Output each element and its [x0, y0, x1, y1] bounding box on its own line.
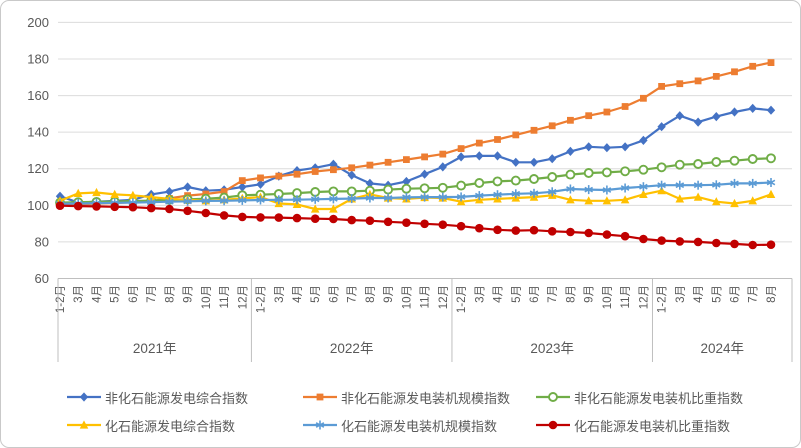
svg-text:4月: 4月 — [292, 285, 304, 303]
svg-text:2024年: 2024年 — [700, 341, 744, 356]
svg-text:10月: 10月 — [602, 285, 614, 309]
legend-label: 化石能源发电装机规模指数 — [341, 418, 498, 434]
legend-label: 非化石能源发电综合指数 — [105, 390, 249, 406]
svg-text:11月: 11月 — [420, 285, 432, 308]
svg-text:2023年: 2023年 — [530, 341, 574, 356]
svg-text:5月: 5月 — [110, 285, 122, 303]
svg-text:160: 160 — [27, 88, 49, 103]
svg-text:8月: 8月 — [565, 285, 577, 303]
svg-text:4月: 4月 — [493, 285, 505, 303]
series-4 — [55, 178, 776, 209]
svg-text:7月: 7月 — [347, 285, 359, 303]
svg-text:5月: 5月 — [310, 285, 322, 303]
svg-text:180: 180 — [27, 51, 49, 66]
gridlines — [58, 21, 792, 279]
svg-text:5月: 5月 — [711, 285, 723, 303]
legend-item-fossil-composite: 化石能源发电综合指数 — [67, 416, 235, 434]
legend-row-1: 非化石能源发电综合指数 非化石能源发电装机规模指数 非化石能源发电装机比重指数 — [1, 388, 800, 406]
filled-circle-marker-icon — [536, 418, 570, 432]
y-axis-labels: 200 180 160 140 120 100 80 60 — [27, 15, 49, 286]
legend-item-nonfossil-composite: 非化石能源发电综合指数 — [67, 388, 248, 406]
svg-text:4月: 4月 — [693, 285, 705, 303]
svg-text:80: 80 — [35, 234, 49, 249]
svg-text:200: 200 — [27, 15, 49, 30]
svg-text:7月: 7月 — [748, 285, 760, 303]
svg-text:9月: 9月 — [383, 285, 395, 303]
svg-text:3月: 3月 — [274, 285, 286, 303]
svg-text:8月: 8月 — [365, 285, 377, 303]
diamond-marker-icon — [67, 390, 101, 404]
square-marker-icon — [303, 390, 337, 404]
svg-text:3月: 3月 — [73, 285, 85, 303]
series-0 — [55, 103, 776, 208]
legend-item-fossil-capacity-share: 化石能源发电装机比重指数 — [536, 416, 730, 434]
svg-text:6月: 6月 — [328, 285, 340, 303]
legend-item-fossil-capacity-scale: 化石能源发电装机规模指数 — [303, 416, 497, 434]
svg-text:3月: 3月 — [675, 285, 687, 303]
svg-text:10月: 10月 — [401, 285, 413, 309]
svg-text:6月: 6月 — [730, 285, 742, 303]
svg-text:10月: 10月 — [201, 285, 213, 309]
svg-text:11月: 11月 — [219, 285, 231, 308]
legend-row-2: 化石能源发电综合指数 化石能源发电装机规模指数 化石能源发电装机比重指数 — [1, 416, 800, 434]
svg-text:12月: 12月 — [638, 285, 650, 309]
legend-item-nonfossil-capacity-scale: 非化石能源发电装机规模指数 — [303, 388, 510, 406]
legend-label: 非化石能源发电装机比重指数 — [574, 390, 744, 406]
svg-text:4月: 4月 — [92, 285, 104, 303]
svg-text:9月: 9月 — [584, 285, 596, 303]
svg-text:1-2月: 1-2月 — [55, 285, 67, 313]
series-5 — [55, 201, 776, 250]
svg-text:6月: 6月 — [128, 285, 140, 303]
svg-text:2021年: 2021年 — [133, 341, 177, 356]
svg-text:2022年: 2022年 — [330, 341, 374, 356]
svg-text:7月: 7月 — [146, 285, 158, 303]
legend-label: 化石能源发电装机比重指数 — [574, 418, 731, 434]
x-axis-year-labels: 2021年 2022年 2023年 2024年 — [133, 341, 744, 356]
svg-text:1-2月: 1-2月 — [256, 285, 268, 313]
svg-text:6月: 6月 — [529, 285, 541, 303]
svg-text:11月: 11月 — [620, 285, 632, 308]
svg-text:12月: 12月 — [237, 285, 249, 309]
svg-text:3月: 3月 — [474, 285, 486, 303]
svg-text:60: 60 — [35, 271, 49, 286]
svg-text:1-2月: 1-2月 — [456, 285, 468, 313]
open-circle-marker-icon — [536, 390, 570, 404]
svg-text:8月: 8月 — [164, 285, 176, 303]
svg-text:1-2月: 1-2月 — [657, 285, 669, 313]
year-separator-lines — [57, 278, 793, 362]
svg-text:120: 120 — [27, 161, 49, 176]
svg-text:100: 100 — [27, 198, 49, 213]
asterisk-marker-icon — [303, 418, 337, 432]
legend-item-nonfossil-capacity-share: 非化石能源发电装机比重指数 — [536, 388, 743, 406]
svg-text:140: 140 — [27, 125, 49, 140]
triangle-marker-icon — [67, 418, 101, 432]
svg-text:5月: 5月 — [511, 285, 523, 303]
svg-text:8月: 8月 — [766, 285, 778, 303]
x-axis-month-labels: 1-2月 3月 4月 5月 6月 7月 8月 9月 10月 11月 12月 1-2月 3月 4月 5月 6月 7… — [55, 285, 778, 313]
series-1 — [56, 59, 775, 209]
legend-label: 化石能源发电综合指数 — [105, 418, 236, 434]
svg-text:12月: 12月 — [438, 285, 450, 309]
svg-text:7月: 7月 — [547, 285, 559, 303]
svg-text:9月: 9月 — [183, 285, 195, 303]
legend-label: 非化石能源发电装机规模指数 — [341, 390, 511, 406]
